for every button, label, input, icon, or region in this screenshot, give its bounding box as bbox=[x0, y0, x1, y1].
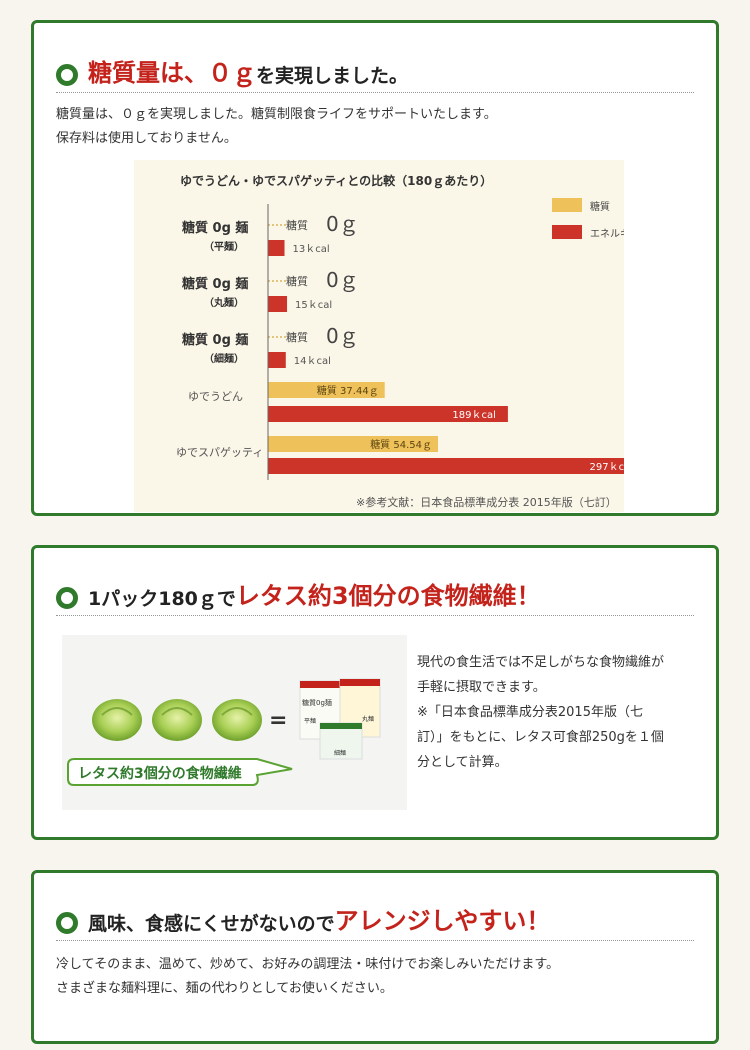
energy-data-label: 15ｋcal bbox=[295, 299, 332, 311]
legend-swatch-energy bbox=[552, 225, 582, 239]
description-line: 冷してそのまま、温めて、炒めて、お好みの調理法・味付けでお楽しみいただけます。 bbox=[56, 957, 560, 972]
arrange-section: 風味、食感にくせがないので アレンジしやすい！ 冷してそのまま、温めて、炒めて、… bbox=[31, 870, 719, 1044]
lettuce-fiber-label: レタス約3個分の食物繊維 bbox=[78, 765, 242, 782]
carb-data-label: 糖質 54.54ｇ bbox=[370, 438, 432, 451]
energy-data-label: 14ｋcal bbox=[294, 355, 331, 367]
lettuce-equals-package-illustration: = 平麺 丸麺 細麺 糖質0g麺 レタス約3個分の食物繊維 bbox=[67, 678, 381, 786]
description-line: さまざまな麺料理に、麺の代わりとしてお使いください。 bbox=[56, 981, 393, 996]
heading-highlight: アレンジしやすい！ bbox=[334, 907, 551, 935]
fiber-description: 現代の食生活では不足しがちな食物繊維が 手軽に摂取できます。 ※「日本食品標準成… bbox=[417, 650, 702, 775]
circle-bullet-icon bbox=[56, 64, 78, 86]
category-label: ゆでうどん bbox=[188, 390, 243, 403]
legend-label-energy: エネルギー bbox=[590, 228, 624, 240]
package-label: 平麺 bbox=[304, 717, 316, 725]
fiber-comparison-image: = 平麺 丸麺 細麺 糖質0g麺 レタス約3個分の食物繊維 bbox=[62, 635, 407, 810]
category-label: 糖質 0g 麺 bbox=[182, 220, 248, 236]
description-line: 手軽に摂取できます。 bbox=[417, 680, 546, 695]
heading-highlight: 糖質量は、０ｇ bbox=[88, 59, 256, 87]
fiber-section: 1パック180ｇで レタス約3個分の食物繊維！ bbox=[31, 545, 719, 840]
energy-bar bbox=[268, 406, 508, 422]
legend-label-carb: 糖質 bbox=[590, 200, 610, 213]
carb-data-label: 糖質 37.44ｇ bbox=[317, 384, 379, 397]
heading-highlight: レタス約3個分の食物繊維！ bbox=[235, 582, 541, 610]
category-sublabel: （細麺） bbox=[204, 352, 244, 365]
chart-canvas: ゆでうどん・ゆでスパゲッティとの比較（180ｇあたり）糖質エネルギー糖質 0g … bbox=[176, 173, 625, 509]
section-heading: 糖質量は、０ｇ を実現しました。 bbox=[56, 53, 694, 93]
energy-bar bbox=[268, 240, 285, 256]
section-heading: 風味、食感にくせがないので アレンジしやすい！ bbox=[56, 901, 694, 941]
circle-bullet-icon bbox=[56, 912, 78, 934]
energy-bar bbox=[268, 352, 286, 368]
carb-label: 糖質 bbox=[286, 274, 308, 288]
package-label: 細麺 bbox=[334, 749, 346, 757]
category-label: 糖質 0g 麺 bbox=[182, 332, 248, 348]
lettuce-icon bbox=[92, 699, 142, 741]
carb-bar bbox=[268, 382, 385, 398]
description-line: 訂）」をもとに、レタス可食部250gを１個 bbox=[417, 730, 664, 745]
description-line: 保存料は使用しておりません。 bbox=[56, 131, 237, 146]
noodle-package-icon: 細麺 bbox=[319, 722, 363, 760]
category-label: 糖質 0g 麺 bbox=[182, 276, 248, 292]
energy-data-label: 189ｋcal bbox=[452, 409, 496, 421]
carb-zero-section: 糖質量は、０ｇ を実現しました。 糖質量は、０ｇを実現しました。糖質制限食ライフ… bbox=[31, 20, 719, 516]
legend-swatch-carb bbox=[552, 198, 582, 212]
heading-text: 風味、食感にくせがないので bbox=[88, 913, 335, 935]
package-brand: 糖質0g麺 bbox=[302, 698, 332, 707]
carb-bar bbox=[268, 436, 438, 452]
category-sublabel: （丸麺） bbox=[204, 296, 244, 309]
lettuce-icon bbox=[212, 699, 262, 741]
package-label: 丸麺 bbox=[362, 715, 374, 723]
description-line: 糖質量は、０ｇを実現しました。糖質制限食ライフをサポートいたします。 bbox=[56, 107, 497, 122]
description-line: 現代の食生活では不足しがちな食物繊維が bbox=[417, 655, 665, 670]
carb-value-label: 0ｇ bbox=[326, 212, 359, 236]
carb-label: 糖質 bbox=[286, 330, 308, 344]
carb-value-label: 0ｇ bbox=[326, 324, 359, 348]
chart-title: ゆでうどん・ゆでスパゲッティとの比較（180ｇあたり） bbox=[180, 173, 492, 189]
section-heading: 1パック180ｇで レタス約3個分の食物繊維！ bbox=[56, 576, 694, 616]
energy-bar bbox=[268, 458, 624, 474]
description-line: ※「日本食品標準成分表2015年版（七 bbox=[417, 705, 643, 720]
comparison-chart: ゆでうどん・ゆでスパゲッティとの比較（180ｇあたり）糖質エネルギー糖質 0g … bbox=[134, 160, 624, 512]
heading-text: を実現しました。 bbox=[256, 65, 409, 87]
heading-text: 1パック180ｇで bbox=[88, 588, 236, 610]
speech-bubble bbox=[67, 758, 293, 786]
chart-source-note: ※参考文献：日本食品標準成分表 2015年版（七訂） bbox=[356, 495, 617, 509]
carb-label: 糖質 bbox=[286, 218, 308, 232]
equals-sign: = bbox=[269, 708, 287, 733]
section-description: 冷してそのまま、温めて、炒めて、お好みの調理法・味付けでお楽しみいただけます。 … bbox=[56, 953, 559, 1001]
energy-bar bbox=[268, 296, 288, 312]
category-sublabel: （平麺） bbox=[204, 240, 244, 253]
circle-bullet-icon bbox=[56, 587, 78, 609]
section-description: 糖質量は、０ｇを実現しました。糖質制限食ライフをサポートいたします。 保存料は使… bbox=[56, 103, 497, 151]
carb-value-label: 0ｇ bbox=[326, 268, 359, 292]
energy-data-label: 13ｋcal bbox=[293, 243, 330, 255]
lettuce-icon bbox=[152, 699, 202, 741]
energy-data-label: 297ｋcal bbox=[590, 461, 625, 473]
category-label: ゆでスパゲッティ bbox=[176, 446, 263, 459]
description-line: 分として計算。 bbox=[417, 755, 508, 770]
